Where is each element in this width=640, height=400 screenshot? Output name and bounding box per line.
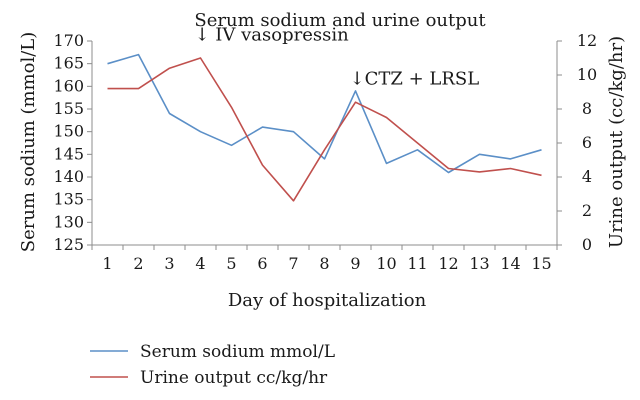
- x-tick-label: 1: [102, 254, 112, 273]
- y-tick-label-left: 150: [53, 122, 84, 141]
- y-tick-label-left: 160: [53, 76, 84, 95]
- x-tick-label: 8: [319, 254, 329, 273]
- x-tick-label: 12: [438, 254, 458, 273]
- annotation-label: ↓CTZ + LRSL: [350, 69, 480, 90]
- y-tick-label-right: 12: [577, 31, 597, 50]
- y-tick-label-left: 155: [53, 99, 84, 118]
- x-tick-label: 13: [469, 254, 489, 273]
- y-tick-label-right: 2: [582, 201, 592, 220]
- y-tick-label-right: 6: [582, 133, 592, 152]
- y-tick-label-right: 10: [577, 65, 597, 84]
- x-tick-label: 7: [288, 254, 298, 273]
- y-tick-label-left: 135: [53, 190, 84, 209]
- x-tick-label: 14: [500, 254, 520, 273]
- x-tick-label: 11: [407, 254, 427, 273]
- y-tick-label-left: 140: [53, 167, 84, 186]
- y-tick-label-right: 0: [582, 235, 592, 254]
- x-tick-label: 10: [376, 254, 396, 273]
- annotation-layer: ↓ IV vasopressin ↓CTZ + LRSL: [195, 24, 480, 89]
- legend-label: Urine output cc/kg/hr: [140, 368, 328, 388]
- series-line: [107, 53, 542, 174]
- legend-label: Serum sodium mmol/L: [140, 342, 335, 362]
- x-tick-label: 6: [257, 254, 267, 273]
- x-tick-label: 5: [226, 254, 236, 273]
- y-tick-label-right: 4: [582, 167, 592, 186]
- x-tick-label: 3: [164, 254, 174, 273]
- chart-title: Serum sodium and urine output: [194, 10, 486, 31]
- x-axis-title: Day of hospitalization: [228, 290, 427, 311]
- x-tick-label: 15: [531, 254, 551, 273]
- y-tick-label-left: 145: [53, 144, 84, 163]
- y-axis-title-right: Urine output (cc/kg/hr): [606, 36, 627, 248]
- annotation-label: ↓ IV vasopressin: [195, 24, 350, 45]
- x-tick-label: 9: [350, 254, 360, 273]
- x-tick-label: 4: [195, 254, 205, 273]
- y-tick-label-right: 8: [582, 99, 592, 118]
- legend: Serum sodium mmol/L Urine output cc/kg/hr: [90, 342, 335, 388]
- y-tick-label-left: 170: [53, 31, 84, 50]
- y-tick-label-left: 130: [53, 212, 84, 231]
- series-layer: [107, 53, 542, 202]
- axes: 1251301351401451501551601651700246810121…: [53, 31, 597, 273]
- x-tick-label: 2: [133, 254, 143, 273]
- y-tick-label-left: 165: [53, 54, 84, 73]
- y-axis-title-left: Serum sodium (mmol/L): [18, 32, 39, 253]
- series-line: [107, 57, 542, 202]
- y-tick-label-left: 125: [53, 235, 84, 254]
